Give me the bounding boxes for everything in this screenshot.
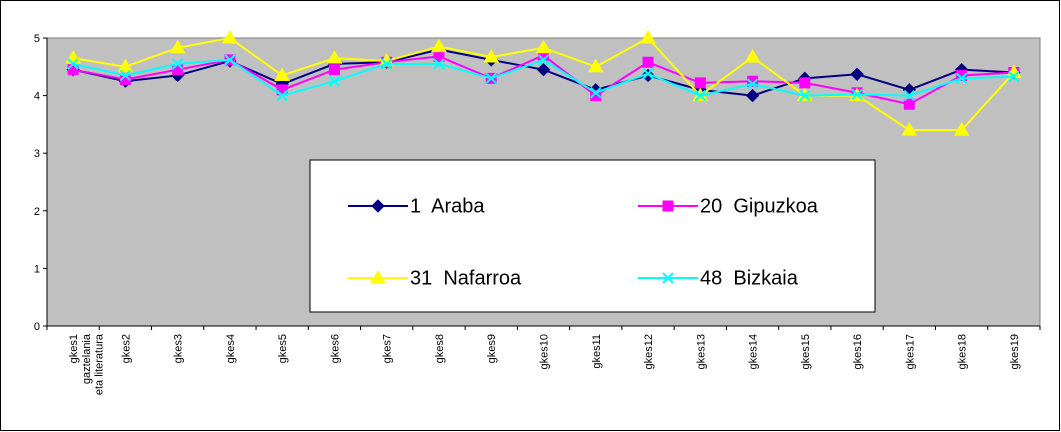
legend-label: 20 Gipuzkoa	[700, 195, 819, 217]
x-tick-label: gkes15	[800, 334, 812, 369]
marker	[171, 58, 184, 70]
marker	[642, 56, 654, 68]
marker	[224, 54, 236, 66]
legend-marker	[371, 199, 385, 213]
x-tick-label: gkes14	[748, 334, 760, 369]
y-tick-label: 5	[34, 33, 40, 45]
x-tick-label: gkes1gaztelaniaeta literatura	[68, 333, 105, 395]
x-tick-label: gkes19	[1009, 334, 1021, 369]
marker	[953, 122, 970, 136]
marker	[694, 89, 706, 102]
marker	[326, 50, 343, 64]
marker	[903, 98, 915, 110]
x-tick-label: gkes13	[695, 334, 707, 369]
marker	[431, 38, 447, 53]
marker	[535, 39, 552, 54]
marker	[537, 54, 550, 66]
x-tick-label: gkes6	[329, 334, 341, 363]
marker	[642, 68, 654, 80]
x-tick-label: gkes3	[173, 334, 185, 363]
y-tick-label: 2	[34, 206, 40, 218]
y-tick-label: 3	[34, 148, 40, 160]
marker	[67, 58, 79, 70]
marker	[746, 78, 759, 90]
marker	[328, 75, 341, 87]
marker	[1008, 70, 1020, 83]
legend-marker	[662, 200, 674, 212]
marker	[169, 39, 186, 54]
marker	[381, 58, 393, 70]
marker	[745, 88, 760, 103]
marker	[590, 87, 602, 99]
legend-marker	[662, 272, 674, 284]
marker	[744, 49, 761, 63]
x-tick-label: gkes12	[643, 334, 655, 369]
legend-label: 1 Araba	[410, 195, 485, 217]
marker	[587, 58, 604, 73]
x-tick-label: gkes9	[486, 334, 498, 363]
x-tick-label: gkes17	[904, 334, 916, 369]
marker	[850, 67, 864, 81]
y-tick-label: 1	[34, 263, 40, 275]
marker	[274, 67, 291, 81]
x-tick-label: gkes4	[225, 334, 237, 363]
marker	[276, 89, 288, 102]
marker	[851, 88, 863, 101]
x-tick-label: gkes2	[120, 334, 132, 363]
marker	[328, 64, 340, 76]
marker	[485, 72, 497, 85]
marker	[901, 122, 918, 136]
marker	[799, 89, 811, 102]
marker	[536, 62, 551, 77]
marker	[117, 58, 134, 73]
x-tick-label: gkes11	[591, 334, 603, 369]
legend-label: 48 Bizkaia	[700, 267, 799, 289]
x-tick-label: gkes5	[277, 334, 289, 363]
y-tick-label: 0	[34, 321, 40, 333]
marker	[903, 89, 916, 102]
marker	[433, 58, 445, 70]
marker	[641, 68, 655, 83]
y-tick-label: 4	[34, 91, 40, 103]
marker	[640, 30, 656, 44]
marker	[955, 72, 968, 85]
x-tick-label: gkes18	[957, 334, 969, 369]
legend-box	[309, 159, 876, 313]
x-tick-label: gkes10	[539, 334, 551, 369]
marker	[119, 69, 132, 82]
marker	[483, 49, 500, 63]
x-tick-label: gkes8	[434, 334, 446, 363]
legend-label: 31 Nafarroa	[410, 267, 522, 289]
marker	[694, 77, 706, 89]
x-tick-label: gkes16	[852, 334, 864, 369]
legend-marker	[370, 270, 386, 284]
marker	[799, 77, 811, 89]
marker	[222, 30, 238, 44]
x-tick-label: gkes7	[382, 334, 394, 363]
